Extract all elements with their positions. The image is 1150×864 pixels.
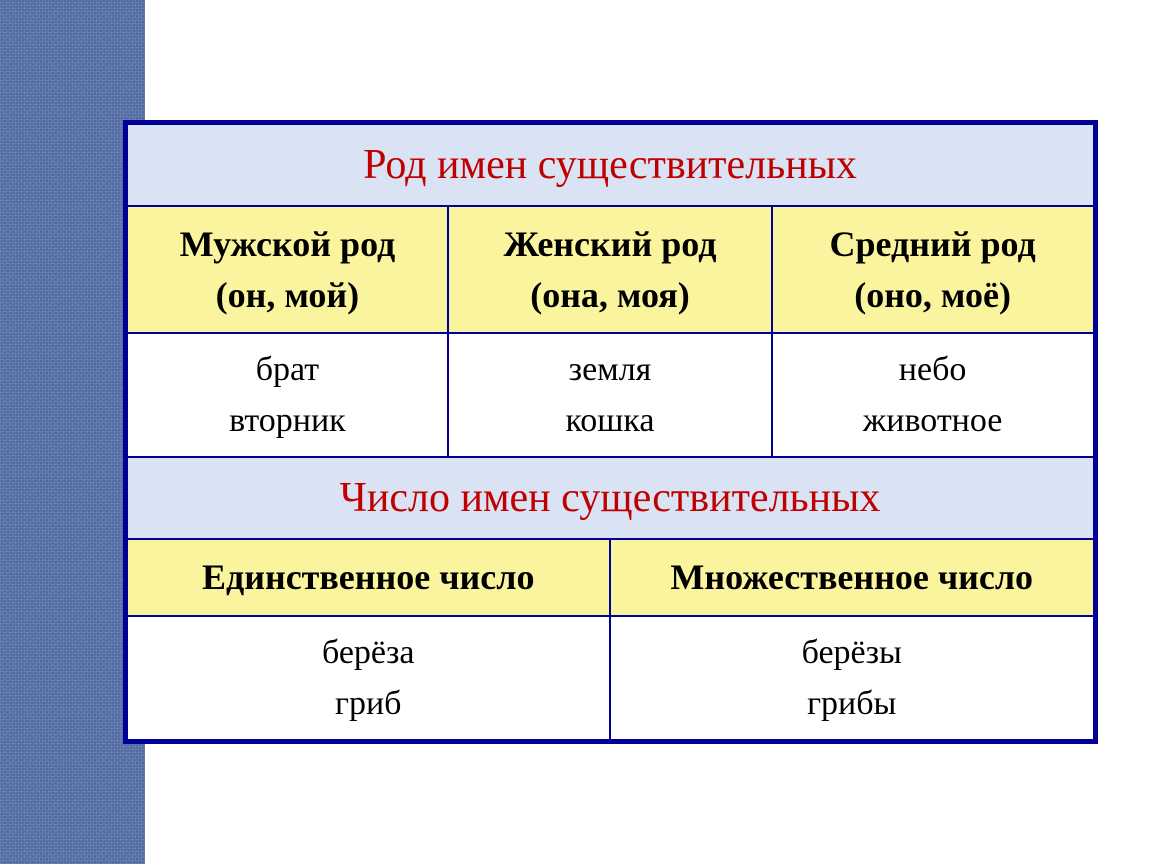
col-header-text: Мужской род [180,224,396,264]
example-word: кошка [565,402,654,439]
number-col-singular: Единственное число [125,539,610,615]
gender-col-feminine: Женский род (она, моя) [448,206,771,333]
example-word: берёзы [802,634,902,671]
col-header-hint: (он, мой) [216,275,360,315]
example-word: брат [256,351,319,388]
section1-title: Род имен существительных [125,123,1095,207]
example-word: земля [569,351,652,388]
content-area: Род имен существительных Мужской род (он… [0,0,1150,864]
gender-col-masculine: Мужской род (он, мой) [125,206,448,333]
col-header-hint: (она, моя) [530,275,690,315]
grammar-table: Род имен существительных Мужской род (он… [123,120,1098,743]
example-word: небо [899,351,967,388]
col-header-hint: (оно, моё) [854,275,1011,315]
gender-examples-neuter: небо животное [772,333,1095,457]
example-word: вторник [229,402,346,439]
example-word: берёза [322,634,415,671]
col-header-text: Женский род [504,224,717,264]
gender-examples-feminine: земля кошка [448,333,771,457]
number-col-plural: Множественное число [610,539,1095,615]
gender-col-neuter: Средний род (оно, моё) [772,206,1095,333]
gender-examples-masculine: брат вторник [125,333,448,457]
section2-title: Число имен существительных [125,457,1095,539]
number-examples-singular: берёза гриб [125,616,610,742]
example-word: гриб [335,685,401,722]
example-word: грибы [807,685,896,722]
number-examples-plural: берёзы грибы [610,616,1095,742]
example-word: животное [863,402,1003,439]
col-header-text: Средний род [830,224,1036,264]
